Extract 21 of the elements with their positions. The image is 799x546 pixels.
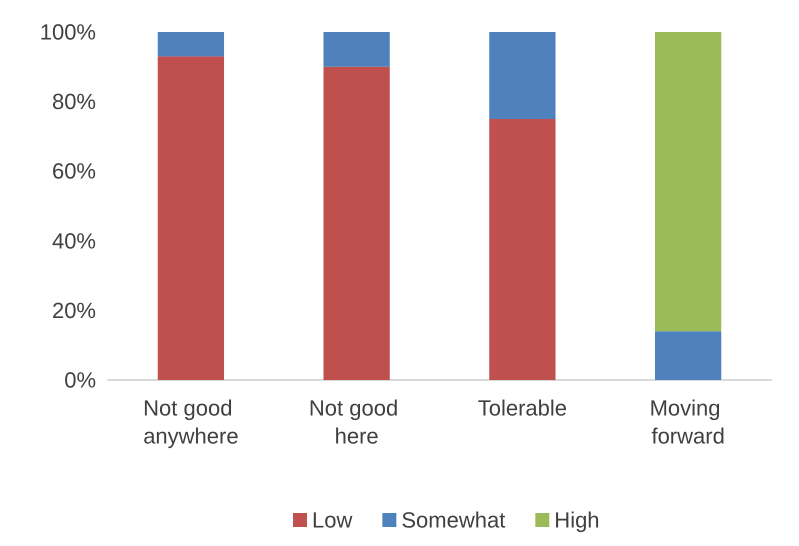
bar [158,56,224,380]
bar [489,32,556,119]
x-tick-label: Tolerable [478,396,568,420]
y-tick-label: 100% [40,20,96,44]
bar [158,32,224,56]
x-tick-label: Not good here [308,396,404,448]
bar [489,119,556,380]
legend-label: High [554,508,600,532]
bar [323,32,390,67]
y-tick-label: 40% [52,228,96,254]
legend-label: Low [312,508,352,532]
y-tick-label: 20% [52,298,96,323]
bar [654,32,722,332]
legend-label: Somewhat [401,508,506,532]
y-tick-label: 80% [52,89,96,114]
y-tick-label: 0% [64,368,96,392]
x-tick-label: Moving forward [650,396,727,448]
bar [654,331,722,380]
y-tick-label: 60% [52,158,96,184]
bar [323,66,390,380]
x-tick-label: Not good anywhere [143,396,239,448]
